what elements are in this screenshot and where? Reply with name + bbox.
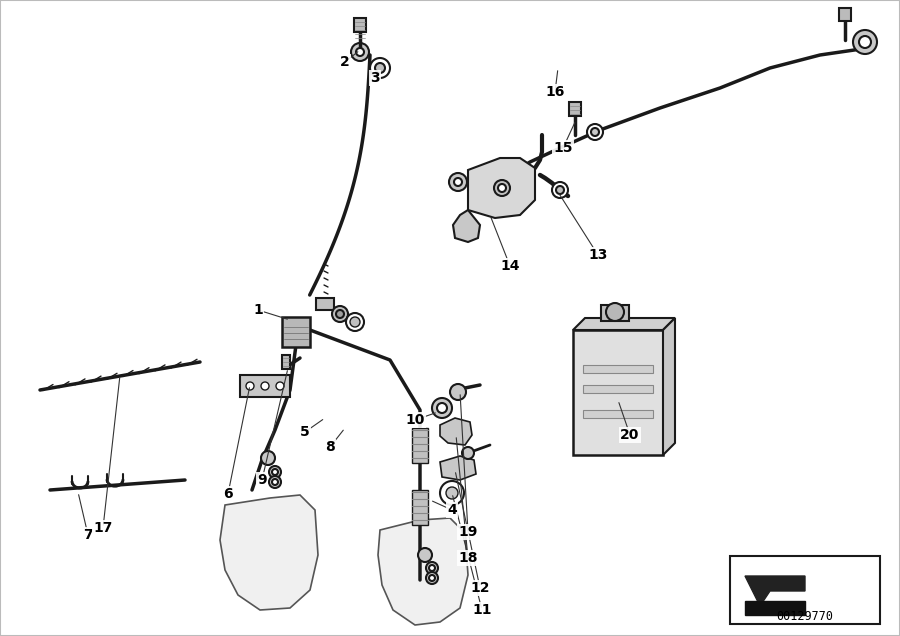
Polygon shape: [745, 576, 805, 606]
Circle shape: [437, 403, 447, 413]
Circle shape: [261, 451, 275, 465]
Circle shape: [356, 48, 364, 56]
Polygon shape: [440, 418, 472, 445]
Polygon shape: [440, 456, 476, 480]
Text: 3: 3: [370, 71, 380, 85]
Circle shape: [446, 487, 458, 499]
Text: 13: 13: [589, 248, 608, 262]
Circle shape: [494, 180, 510, 196]
Bar: [730, 556, 880, 624]
Circle shape: [454, 178, 462, 186]
Circle shape: [859, 36, 871, 48]
Circle shape: [346, 313, 364, 331]
Text: 7: 7: [83, 528, 93, 542]
Text: 19: 19: [458, 525, 478, 539]
Circle shape: [370, 58, 390, 78]
Text: 5: 5: [300, 425, 310, 439]
Circle shape: [336, 310, 344, 318]
Bar: [583, 365, 653, 373]
Text: 15: 15: [554, 141, 572, 155]
Bar: [745, 601, 805, 615]
Circle shape: [269, 476, 281, 488]
Circle shape: [429, 565, 435, 571]
Circle shape: [552, 182, 568, 198]
Circle shape: [498, 184, 506, 192]
Bar: [412, 490, 428, 525]
Bar: [839, 8, 851, 21]
Text: 2: 2: [340, 55, 350, 69]
Circle shape: [269, 466, 281, 478]
Text: 10: 10: [405, 413, 425, 427]
Polygon shape: [453, 210, 480, 242]
Circle shape: [587, 124, 603, 140]
Circle shape: [272, 469, 278, 475]
Bar: [282, 317, 310, 347]
Bar: [601, 305, 629, 321]
Text: 12: 12: [470, 581, 490, 595]
Text: 9: 9: [257, 473, 266, 487]
Circle shape: [606, 303, 624, 321]
Circle shape: [272, 479, 278, 485]
Circle shape: [440, 481, 464, 505]
Bar: [569, 102, 581, 116]
Circle shape: [426, 572, 438, 584]
Text: 6: 6: [223, 487, 233, 501]
Polygon shape: [573, 318, 675, 330]
Polygon shape: [663, 318, 675, 455]
Text: 4: 4: [447, 503, 457, 517]
Circle shape: [432, 398, 452, 418]
Circle shape: [429, 575, 435, 581]
Circle shape: [350, 317, 360, 327]
Circle shape: [418, 548, 432, 562]
Polygon shape: [220, 495, 318, 610]
Bar: [282, 355, 290, 369]
Circle shape: [462, 447, 474, 459]
Circle shape: [450, 384, 466, 400]
Polygon shape: [378, 518, 468, 625]
Bar: [354, 18, 366, 32]
Bar: [240, 375, 290, 397]
Circle shape: [261, 382, 269, 390]
Bar: [316, 298, 334, 310]
Circle shape: [332, 306, 348, 322]
Bar: [573, 330, 663, 455]
Circle shape: [351, 43, 369, 61]
Text: 11: 11: [472, 603, 491, 617]
Circle shape: [556, 186, 564, 194]
Text: 20: 20: [620, 428, 640, 442]
Bar: [583, 385, 653, 393]
Bar: [412, 428, 428, 463]
Text: 8: 8: [325, 440, 335, 454]
Text: 17: 17: [94, 521, 112, 535]
Circle shape: [449, 173, 467, 191]
Text: 14: 14: [500, 259, 520, 273]
Text: 16: 16: [545, 85, 564, 99]
Circle shape: [853, 30, 877, 54]
Bar: [583, 410, 653, 418]
Circle shape: [426, 562, 438, 574]
Text: 18: 18: [458, 551, 478, 565]
Circle shape: [246, 382, 254, 390]
Circle shape: [591, 128, 599, 136]
Circle shape: [276, 382, 284, 390]
Polygon shape: [468, 158, 535, 218]
Circle shape: [375, 63, 385, 73]
Text: 00129770: 00129770: [777, 609, 833, 623]
Text: 1: 1: [253, 303, 263, 317]
